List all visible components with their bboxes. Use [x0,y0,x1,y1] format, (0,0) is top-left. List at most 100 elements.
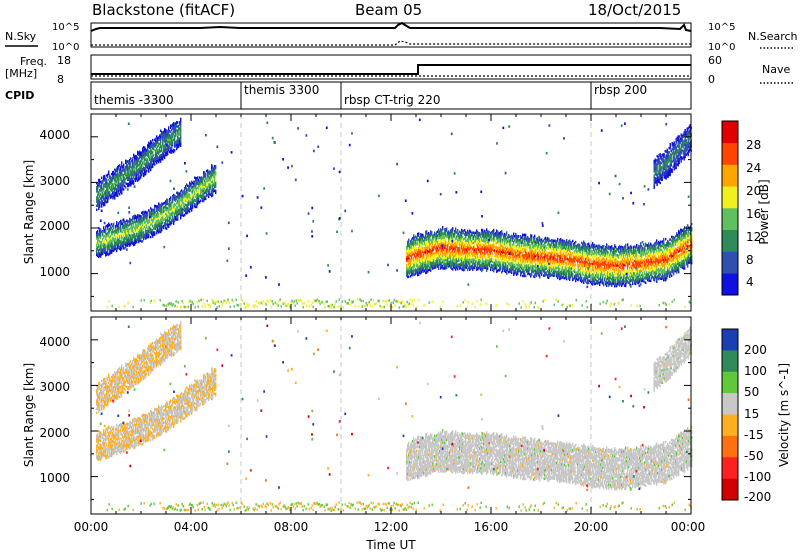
beam-label: Beam 05 [355,1,422,19]
power-cell [197,176,199,179]
power-cell [416,246,418,250]
power-cell [446,227,448,230]
power-cell [215,179,217,182]
power-cell [152,224,154,228]
date-label: 18/Oct/2015 [588,1,681,19]
power-cell [452,227,454,230]
power-cell [123,188,125,191]
power-cell [153,154,155,157]
power-cell [103,226,105,229]
power-cell [200,199,202,202]
power-cell [119,192,121,196]
power-cell [158,212,160,216]
freq-unit: [MHz] [5,67,37,80]
power-cell [108,170,110,173]
power-cell [493,228,495,232]
power-cell [557,237,559,241]
nsky-tick-bottom: 10^0 [52,42,79,53]
power-cell [143,231,145,234]
freq-trace [91,64,691,75]
power-cell [167,198,169,202]
freq-tick-top: 18 [57,54,71,67]
cpid-panel: CPID themis -3300 themis 3300 rbsp CT-tr… [5,81,692,110]
power-cell [104,174,106,178]
power-cell [525,233,527,237]
cpid-segment-2: themis 3300 [244,83,319,97]
nave-label: Nave [762,63,790,76]
nsky-tick-top: 10^5 [52,22,79,33]
power-cell [113,222,115,226]
nsky-label: N.Sky [5,30,37,43]
power-cell [452,268,454,271]
power-cell [413,234,415,237]
power-cell [177,121,179,124]
nsearch-trace [91,40,691,46]
power-cell [205,172,207,176]
power-cell [133,180,135,183]
power-cell [486,228,488,231]
freq-panel: Freq. [MHz] 18 8 60 0 Nave [5,54,795,86]
power-cell [467,229,469,233]
power-cell [116,220,118,224]
power-cell [442,226,444,229]
power-cell [152,138,154,142]
power-cell [408,238,410,242]
power-cell [215,171,217,174]
nsky-panel: N.Sky 10^5 10^0 10^5 10^0 N.Search [5,21,798,53]
power-cell [130,157,132,160]
power-cell [97,229,99,233]
power-cell [518,235,520,238]
power-cell [109,190,111,194]
power-cell [101,176,103,179]
power-cell [572,239,574,243]
power-cell [418,232,420,235]
power-cell [106,178,108,181]
power-cell [474,244,476,247]
power-cell [534,234,536,238]
power-cell [134,232,136,236]
nave-tick-top: 60 [708,54,722,67]
power-cell [538,251,540,254]
power-cell [516,261,518,264]
power-cell [521,244,523,248]
power-cell [575,267,577,270]
power-cell [455,227,457,230]
power-cell [572,272,574,276]
power-cell [146,169,148,173]
power-cell [215,189,217,193]
power-cell [147,158,149,161]
power-cell [457,228,459,232]
power-cell [501,230,503,233]
power-cell [174,149,176,152]
power-cell [492,252,494,255]
power-cell [408,275,410,278]
power-cell [507,264,509,268]
power-cell [125,186,127,189]
power-cell [462,235,464,239]
power-cell [431,231,433,234]
power-cell [168,126,170,129]
power-cell [170,196,172,199]
freq-tick-bottom: 8 [57,73,64,86]
power-cell [190,195,192,198]
power-cell [99,178,101,182]
power-cell [531,234,533,237]
cpid-label: CPID [5,89,34,102]
power-panel: 1000 2000 3000 4000 Slant Range [km] [22,113,693,312]
power-cell [428,254,430,257]
cpid-segment-1: themis -3300 [94,93,174,107]
power-cell [566,238,568,242]
power-cell [464,229,466,232]
power-cell [513,232,515,236]
power-cell [154,231,156,234]
nsearch-label: N.Search [748,30,798,43]
power-cell [506,231,508,234]
power-cell [142,239,144,243]
cpid-segment-3: rbsp CT-trig 220 [344,93,440,107]
power-cell [482,229,484,232]
power-cell [106,239,108,242]
power-cell [96,208,98,212]
power-cell [150,235,152,239]
power-cell [426,230,428,233]
